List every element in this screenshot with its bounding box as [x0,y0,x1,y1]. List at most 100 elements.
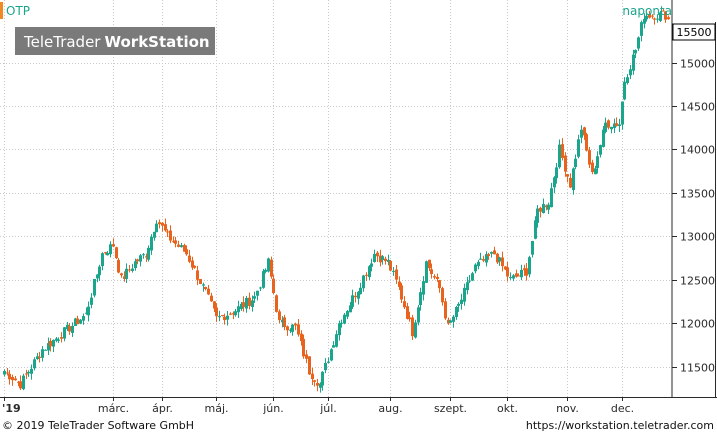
candle-up [534,220,537,239]
candle-down [487,254,490,256]
candle-down [515,273,518,277]
candle-up [373,253,376,262]
candle-up [289,329,292,331]
candle-down [583,127,586,136]
candle-up [643,18,646,24]
candle-up [594,168,597,175]
candle-up [153,231,156,238]
x-axis-ticks: '19 márc. ápr. máj. jún. júl. aug. szept. okt. no… [2,397,634,415]
candle-down [525,268,528,276]
y-tick-label: 12500 [680,275,715,288]
x-tick-label: dec. [611,402,634,415]
candle-up [637,37,640,49]
candle-up [251,300,254,308]
candle-up [234,311,237,316]
candle-up [656,18,659,20]
candle-down [221,315,224,317]
candle-down [664,11,667,20]
candle-down [286,326,289,331]
candle-down [11,376,14,381]
x-tick-label: márc. [98,402,129,415]
candle-down [648,14,651,18]
candle-down [120,273,123,276]
grid-lines [0,0,672,397]
candle-up [610,126,613,130]
candle-down [444,301,447,319]
candle-down [185,249,188,255]
period-label: naponta [622,4,672,18]
candle-down [504,266,507,270]
candle-down [523,268,526,271]
candle-down [389,260,392,271]
candle-up [240,303,243,309]
candle-down [354,295,357,298]
ticker-label: OTP [6,4,30,18]
candle-down [482,259,485,261]
candle-up [414,322,417,338]
y-tick-label: 12000 [680,318,715,331]
candle-up [419,292,422,306]
candle-up [85,312,88,314]
candle-up [36,356,39,360]
candle-down [204,286,207,290]
brand-text: TeleTrader WorkStation [23,33,210,51]
candle-up [634,49,637,54]
candle-down [25,373,28,375]
candle-up [30,368,33,374]
candle-up [98,266,101,276]
candle-down [433,276,436,278]
candle-up [262,271,265,288]
candle-down [496,253,499,263]
candle-down [272,278,275,294]
candle-up [52,339,55,347]
candle-up [71,325,74,333]
candle-up [536,208,539,223]
candle-up [57,339,60,341]
candle-down [501,257,504,267]
candle-down [60,337,63,339]
last-value-label: 15500 [677,26,712,39]
x-tick-label: okt. [497,402,518,415]
candle-down [196,270,199,280]
candle-up [574,158,577,168]
candle-down [316,382,319,386]
candle-up [368,266,371,278]
candle-down [117,259,120,273]
source-url[interactable]: https://workstation.teletrader.com [525,419,714,432]
candle-up [370,263,373,267]
candle-down [585,134,588,151]
candle-down [667,17,670,20]
candle-up [474,264,477,272]
candle-up [425,261,428,283]
candle-up [343,314,346,324]
candle-down [379,255,382,263]
candle-up [202,284,205,286]
candle-down [193,265,196,268]
y-tick-label: 13500 [680,188,715,201]
candle-up [147,247,150,260]
candle-up [553,177,556,188]
candle-down [177,244,180,247]
candle-up [381,256,384,261]
candle-down [561,144,564,158]
candle-down [564,155,567,172]
candle-up [596,156,599,168]
candle-down [207,288,210,295]
candle-up [63,327,66,339]
candle-up [340,322,343,324]
candle-down [8,373,11,380]
candle-down [311,373,314,380]
candle-down [166,231,169,233]
candle-up [319,383,322,388]
candle-down [651,15,654,17]
candle-down [308,356,311,375]
candle-up [134,261,137,268]
candle-down [591,162,594,173]
candle-up [550,188,553,208]
candle-up [547,204,550,210]
candle-up [659,12,662,21]
candle-up [180,245,183,248]
candle-up [558,144,561,168]
candle-up [613,123,616,129]
